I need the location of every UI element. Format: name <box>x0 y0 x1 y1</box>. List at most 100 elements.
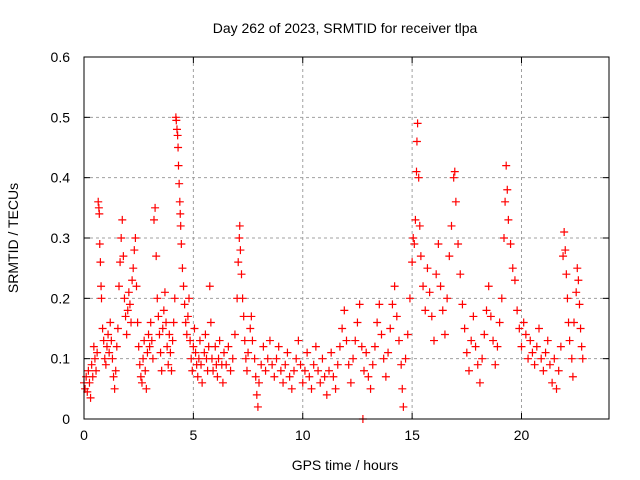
data-point <box>244 348 253 357</box>
data-point <box>545 360 554 369</box>
data-point <box>214 354 223 363</box>
data-point <box>398 384 407 393</box>
y-tick-label: 0.2 <box>51 290 71 306</box>
data-point <box>265 336 274 345</box>
data-point <box>191 348 200 357</box>
data-point <box>535 324 543 333</box>
data-point <box>357 342 366 351</box>
data-point <box>172 116 181 125</box>
chart-title: Day 262 of 2023, SRMTID for receiver tlp… <box>213 20 478 36</box>
data-point <box>153 294 162 303</box>
data-point <box>148 354 157 363</box>
data-point <box>515 324 524 333</box>
data-point <box>364 372 373 381</box>
data-point <box>182 330 191 339</box>
data-point <box>344 360 353 369</box>
data-point <box>405 294 414 303</box>
data-point <box>379 354 388 363</box>
data-point <box>97 294 106 303</box>
data-point <box>122 330 131 339</box>
data-point <box>235 221 244 230</box>
data-point <box>532 342 541 351</box>
data-point <box>110 384 119 393</box>
data-point <box>322 390 331 399</box>
data-point <box>484 282 493 291</box>
data-point <box>445 252 454 261</box>
data-point <box>577 342 586 351</box>
data-point <box>327 348 336 357</box>
data-point <box>263 354 272 363</box>
data-point <box>116 258 125 267</box>
data-point <box>556 342 565 351</box>
data-point <box>423 264 432 273</box>
data-point <box>305 372 314 381</box>
data-point <box>211 342 220 351</box>
data-point <box>460 324 469 333</box>
data-point <box>353 318 362 327</box>
data-point <box>102 342 111 351</box>
data-point <box>390 282 399 291</box>
data-point <box>458 300 467 309</box>
data-point <box>155 330 164 339</box>
data-point <box>413 119 422 128</box>
data-point <box>300 366 309 375</box>
data-point <box>178 264 187 273</box>
data-point <box>340 306 349 315</box>
data-point <box>397 360 406 369</box>
data-point <box>197 360 206 369</box>
y-tick-label: 0.5 <box>51 109 71 125</box>
data-point <box>346 378 355 387</box>
data-point <box>173 131 182 140</box>
data-point <box>449 173 458 182</box>
data-point <box>96 258 105 267</box>
data-point <box>167 366 176 375</box>
data-point <box>239 312 248 321</box>
data-point <box>250 354 259 363</box>
data-point <box>268 360 277 369</box>
data-point <box>524 354 533 363</box>
data-point <box>145 342 154 351</box>
y-tick-label: 0.3 <box>51 230 71 246</box>
data-point <box>152 252 161 261</box>
data-point <box>362 348 371 357</box>
data-point <box>355 300 364 309</box>
data-point <box>194 354 203 363</box>
data-point <box>89 342 98 351</box>
data-point <box>106 318 115 327</box>
data-point <box>90 354 99 363</box>
data-point <box>143 348 152 357</box>
data-point <box>94 197 103 206</box>
data-point <box>287 384 296 393</box>
data-point <box>559 252 568 261</box>
data-point <box>486 312 495 321</box>
data-point <box>125 300 134 309</box>
data-point <box>88 372 97 381</box>
y-tick-label: 0.1 <box>51 351 71 367</box>
data-point <box>333 360 342 369</box>
data-point <box>502 161 511 170</box>
data-point <box>528 348 537 357</box>
data-point <box>456 270 465 279</box>
data-point <box>240 336 249 345</box>
data-point <box>165 330 174 339</box>
data-point <box>146 318 155 327</box>
data-point <box>491 360 500 369</box>
data-point <box>187 354 196 363</box>
data-point <box>241 354 250 363</box>
data-point <box>117 234 126 242</box>
data-point <box>159 306 168 315</box>
data-point <box>401 354 410 363</box>
data-point <box>370 342 379 351</box>
data-point <box>316 378 325 387</box>
data-point <box>543 336 552 345</box>
data-point <box>215 336 224 345</box>
data-point <box>169 318 178 327</box>
data-point <box>570 318 578 327</box>
axis-ticks <box>83 56 609 420</box>
data-point <box>104 330 113 339</box>
data-point <box>416 252 425 261</box>
data-point <box>309 360 318 369</box>
data-point <box>87 360 96 369</box>
data-point <box>497 294 506 303</box>
data-point <box>181 318 190 327</box>
